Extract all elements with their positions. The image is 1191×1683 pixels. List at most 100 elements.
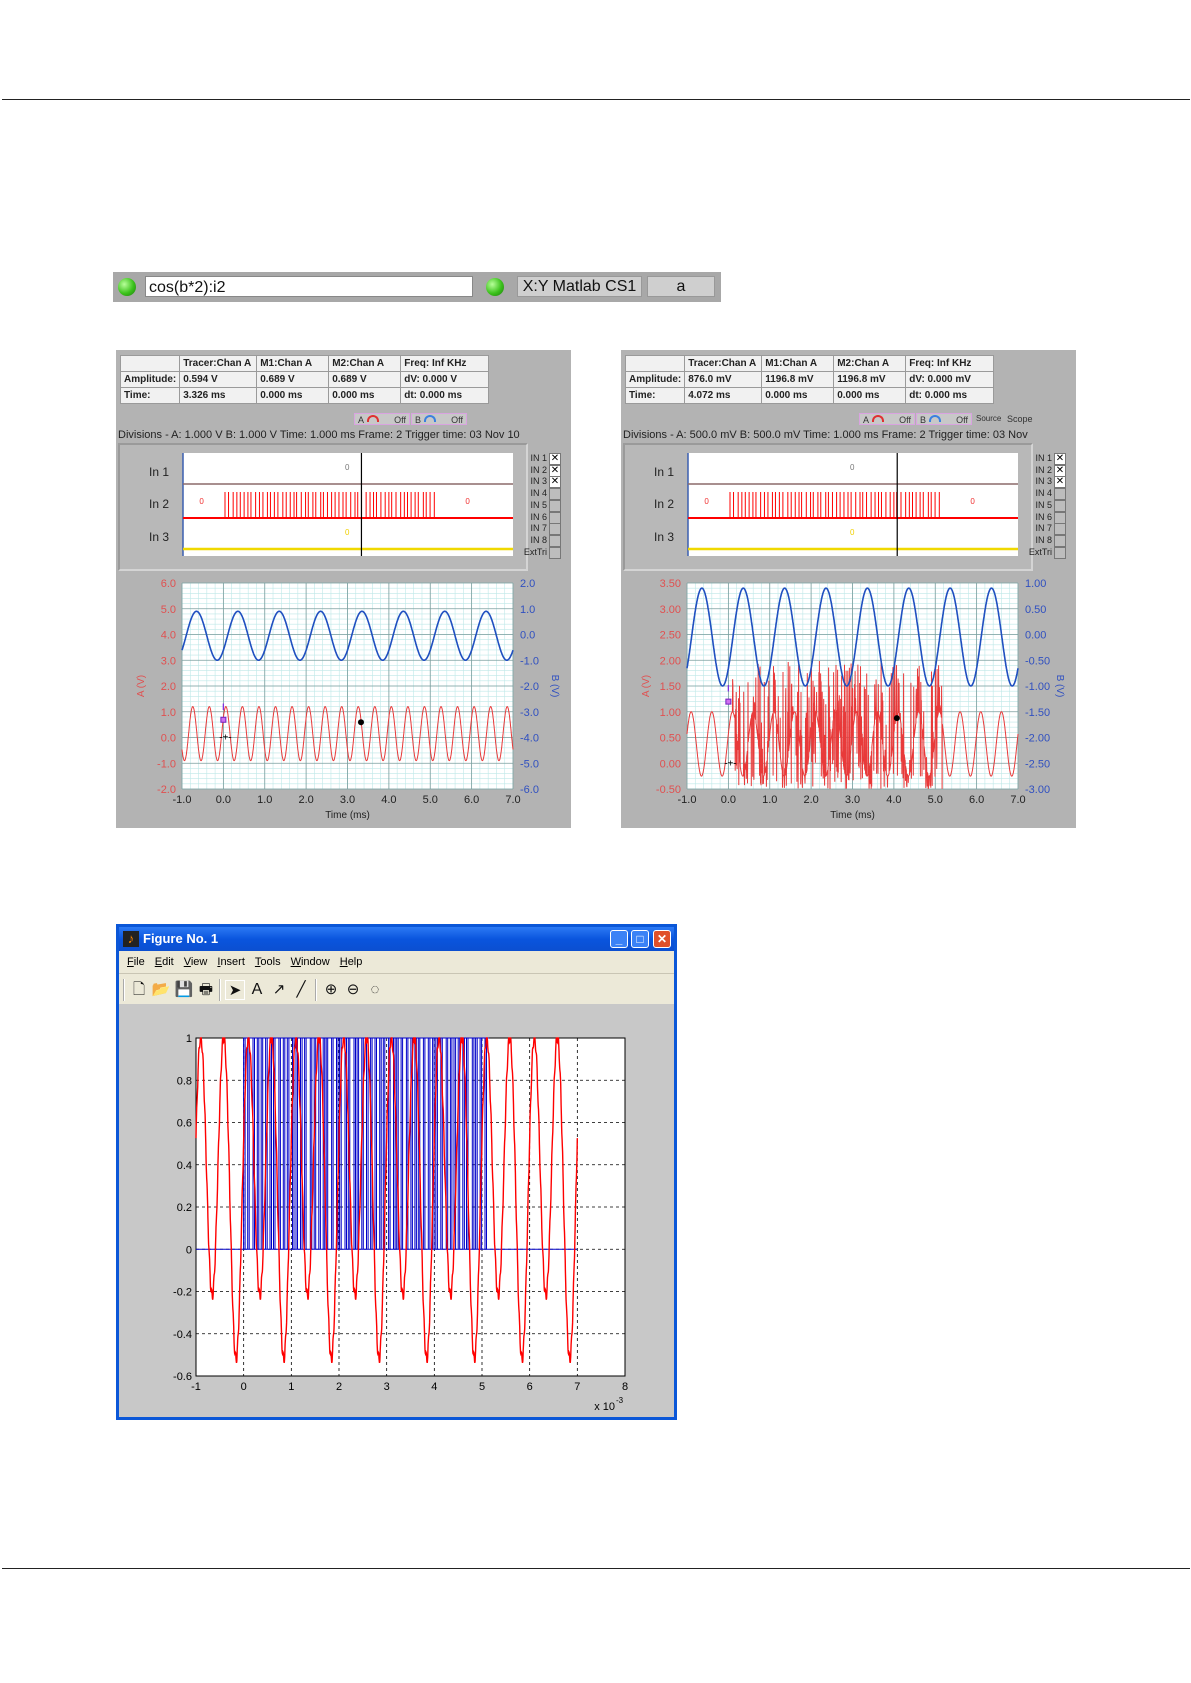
input-checkbox-row[interactable]: IN 8 xyxy=(519,534,569,547)
m1-marker[interactable] xyxy=(725,698,732,705)
input-checkbox-row[interactable]: IN 3 ✕ xyxy=(519,476,569,489)
input-label: IN 3 xyxy=(530,476,547,487)
input-checkbox-row[interactable]: IN 4 xyxy=(519,488,569,501)
input-label: IN 5 xyxy=(1035,499,1052,510)
input-checkbox[interactable] xyxy=(1054,511,1066,524)
input-checkbox-row[interactable]: IN 8 xyxy=(1024,534,1074,547)
input-checkbox[interactable]: ✕ xyxy=(549,453,561,465)
input-checkbox[interactable]: ✕ xyxy=(549,464,561,477)
mode-button[interactable]: X:Y Matlab CS1 xyxy=(517,276,642,297)
input-checkbox-row[interactable]: IN 4 xyxy=(1024,488,1074,501)
x-axis-tick-label: 1.0 xyxy=(762,794,777,806)
menu-file[interactable]: File xyxy=(127,956,145,968)
status-led-icon xyxy=(118,278,136,296)
input-checkbox-row[interactable]: IN 5 xyxy=(519,499,569,512)
cursor-handle-icon[interactable]: I xyxy=(727,684,730,694)
input-checkbox[interactable] xyxy=(1054,499,1066,512)
input-checkbox-row[interactable]: IN 7 xyxy=(1024,523,1074,536)
footer-rule xyxy=(2,1568,1190,1569)
table-cell: dt: 0.000 ms xyxy=(400,387,490,404)
input-checkbox-row[interactable]: ExtTri xyxy=(519,546,569,559)
table-header: Tracer:Chan A xyxy=(179,355,258,372)
menu-edit[interactable]: Edit xyxy=(154,956,174,968)
x-axis-tick-label: 7.0 xyxy=(505,794,520,806)
input-checkbox[interactable] xyxy=(549,534,561,547)
header-rule xyxy=(2,99,1190,100)
input-checkbox[interactable] xyxy=(1054,523,1066,536)
b-axis-tick-label: -1.50 xyxy=(1025,707,1050,719)
print-icon[interactable]: 🖶 xyxy=(198,981,214,998)
input-checkbox[interactable] xyxy=(1054,534,1066,547)
input-checkbox-row[interactable]: IN 2 ✕ xyxy=(519,464,569,477)
maximize-button[interactable]: □ xyxy=(631,930,649,948)
input-checkbox[interactable] xyxy=(1054,546,1066,559)
menu-view[interactable]: View xyxy=(183,956,208,968)
x-axis-tick-label: 7 xyxy=(574,1381,580,1393)
input-checkbox-row[interactable]: IN 2 ✕ xyxy=(1024,464,1074,477)
a-axis-tick-label: 3.50 xyxy=(660,578,681,590)
save-icon[interactable]: 💾 xyxy=(174,981,194,998)
trigger-edge-icon xyxy=(424,415,436,422)
m1-marker[interactable] xyxy=(220,716,227,723)
input-checkbox[interactable] xyxy=(549,511,561,524)
menu-tools[interactable]: Tools xyxy=(254,956,281,968)
new-file-icon[interactable]: 🗋 xyxy=(132,981,146,998)
trigger-a-toggle[interactable]: A Off xyxy=(859,413,915,425)
insert-text-icon[interactable]: A xyxy=(251,981,263,998)
trigger-b-toggle[interactable]: B Off xyxy=(411,413,467,425)
row-label: Amplitude: xyxy=(119,371,181,388)
title-bar[interactable]: ♪ Figure No. 1 _ □ ✕ xyxy=(119,927,674,951)
insert-arrow-icon[interactable]: ↗ xyxy=(272,981,286,998)
table-header: M2:Chan A xyxy=(833,355,907,372)
table-header: Freq: Inf KHz xyxy=(905,355,995,372)
zoom-in-icon[interactable]: ⊕ xyxy=(324,981,338,998)
open-folder-icon[interactable]: 📂 xyxy=(151,981,171,998)
trigger-a-toggle[interactable]: A Off xyxy=(354,413,410,425)
digital-zero-label: 0 xyxy=(199,497,204,506)
input-checkbox[interactable] xyxy=(549,499,561,512)
cursor-handle-icon[interactable]: I xyxy=(222,702,225,712)
tracer-marker[interactable] xyxy=(893,715,900,722)
trigger-b-toggle[interactable]: B Off xyxy=(916,413,972,425)
input-checkbox[interactable]: ✕ xyxy=(1054,453,1066,465)
input-checkbox-row[interactable]: IN 3 ✕ xyxy=(1024,476,1074,489)
input-checkbox-row[interactable]: IN 7 xyxy=(519,523,569,536)
source-value[interactable]: Scope xyxy=(1007,414,1033,424)
input-label: IN 4 xyxy=(1035,488,1052,499)
input-checkbox[interactable]: ✕ xyxy=(1054,464,1066,477)
menu-window[interactable]: Window xyxy=(290,956,330,968)
x-axis-tick-label: 3 xyxy=(384,1381,390,1393)
b-axis-tick-label: -5.0 xyxy=(520,758,539,770)
input-checkbox[interactable] xyxy=(549,546,561,559)
input-checkbox[interactable]: ✕ xyxy=(549,476,561,489)
x-axis-multiplier: x 10 xyxy=(594,1401,615,1413)
channel-button[interactable]: a xyxy=(647,276,715,297)
close-button[interactable]: ✕ xyxy=(653,930,671,948)
matlab-figure-window: ♪ Figure No. 1 _ □ ✕ File Edit View Insert T… xyxy=(116,924,677,1420)
insert-line-icon[interactable]: ╱ xyxy=(296,981,306,998)
select-arrow-icon[interactable]: ➤ xyxy=(225,980,245,1000)
input-checkbox[interactable] xyxy=(549,523,561,536)
expression-input[interactable]: cos(b*2):i2 xyxy=(145,276,473,297)
rotate-3d-icon[interactable]: ◌ xyxy=(370,981,380,998)
trigger-marker-icon: -+- xyxy=(219,733,232,744)
input-label: IN 8 xyxy=(530,534,547,545)
input-checkbox[interactable]: ✕ xyxy=(1054,476,1066,489)
input-checkbox[interactable] xyxy=(549,488,561,501)
y-axis-tick-label: 0.2 xyxy=(177,1202,192,1214)
input-checkbox-row[interactable]: IN 1 ✕ xyxy=(519,453,569,465)
scope-panel-2: Tracer:Chan A M1:Chan A M2:Chan A Freq: Inf… xyxy=(621,350,1076,828)
input-checkbox-row[interactable]: IN 6 xyxy=(1024,511,1074,524)
zoom-out-icon[interactable]: ⊖ xyxy=(346,981,360,998)
input-checkbox-row[interactable]: IN 6 xyxy=(519,511,569,524)
tracer-marker[interactable] xyxy=(357,719,364,726)
table-cell: 3.326 ms xyxy=(179,387,258,404)
b-axis-tick-label: 1.00 xyxy=(1025,578,1046,590)
menu-help[interactable]: Help xyxy=(339,956,363,968)
input-checkbox[interactable] xyxy=(1054,488,1066,501)
menu-insert[interactable]: Insert xyxy=(217,956,245,968)
minimize-button[interactable]: _ xyxy=(610,930,628,948)
input-checkbox-row[interactable]: IN 5 xyxy=(1024,499,1074,512)
input-checkbox-row[interactable]: IN 1 ✕ xyxy=(1024,453,1074,465)
input-checkbox-row[interactable]: ExtTri xyxy=(1024,546,1074,559)
